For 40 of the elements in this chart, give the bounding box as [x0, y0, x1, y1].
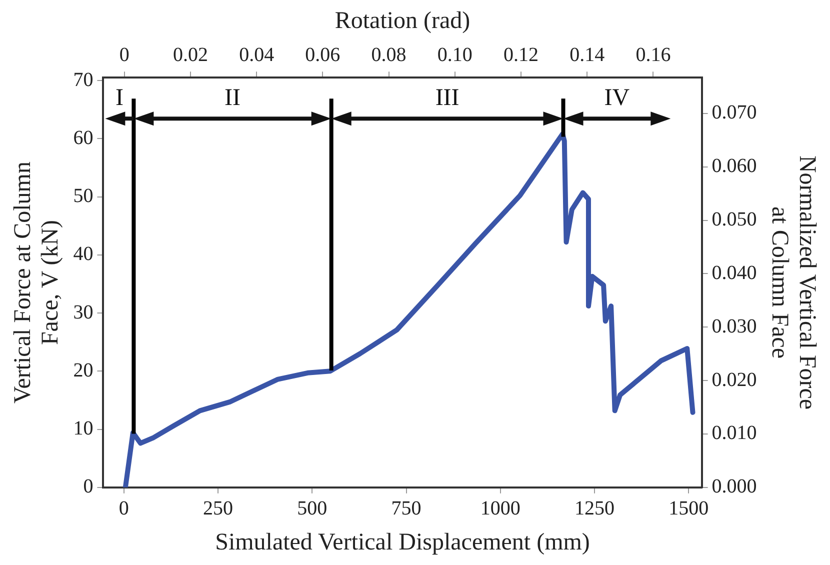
y2-tick-label: 0.060 [712, 155, 757, 178]
x-tick-label: 750 [391, 498, 422, 520]
y2-tick-label: 0.020 [712, 368, 757, 391]
x-axis-title: Simulated Vertical Displacement (mm) [215, 529, 590, 556]
x2-tick-label: 0 [119, 44, 130, 66]
annotation: III [435, 84, 460, 111]
y-tick-label: 50 [73, 185, 94, 208]
y2-tick-label: 0.040 [712, 262, 757, 284]
y-tick-label: 0 [83, 476, 94, 498]
y2-tick-label: 0.000 [712, 476, 757, 498]
annotation: IV [604, 84, 630, 111]
annotation: II [224, 84, 241, 111]
x-tick-label: 500 [297, 498, 328, 520]
y2-axis-title: Normalized Vertical Force at Column Face [766, 155, 820, 410]
x-tick-label: 1500 [668, 498, 709, 520]
x2-tick-label: 0.10 [437, 44, 472, 66]
x2-tick-label: 0.06 [305, 44, 340, 66]
x-tick-label: 0 [118, 498, 129, 520]
y2-tick-label: 0.070 [712, 102, 757, 124]
x-tick-label: 1250 [574, 498, 615, 520]
y2-tick-label: 0.050 [712, 208, 757, 231]
y2-tick-label: 0.010 [712, 422, 757, 444]
x2-tick-label: 0.02 [172, 44, 208, 66]
y-tick-label: 20 [73, 359, 94, 382]
y-tick-label: 40 [73, 243, 94, 266]
x-tick-label: 1000 [480, 498, 520, 520]
x2-tick-label: 0.16 [636, 44, 671, 66]
y-tick-label: 60 [73, 126, 94, 149]
y-axis-title: Vertical Force at Column Face, V (kN) [10, 162, 64, 404]
x2-tick-label: 0.14 [570, 44, 605, 66]
x2-axis-title: Rotation (rad) [334, 8, 470, 34]
x-tick-label: 250 [203, 498, 234, 520]
x2-tick-label: 0.04 [239, 44, 274, 66]
x2-tick-label: 0.08 [371, 44, 406, 66]
y2-tick-label: 0.030 [712, 315, 757, 338]
y-tick-label: 10 [73, 418, 94, 440]
annotation: I [115, 84, 124, 111]
y-tick-label: 30 [73, 301, 94, 324]
x2-tick-label: 0.12 [503, 44, 538, 66]
y-tick-label: 70 [73, 68, 94, 91]
